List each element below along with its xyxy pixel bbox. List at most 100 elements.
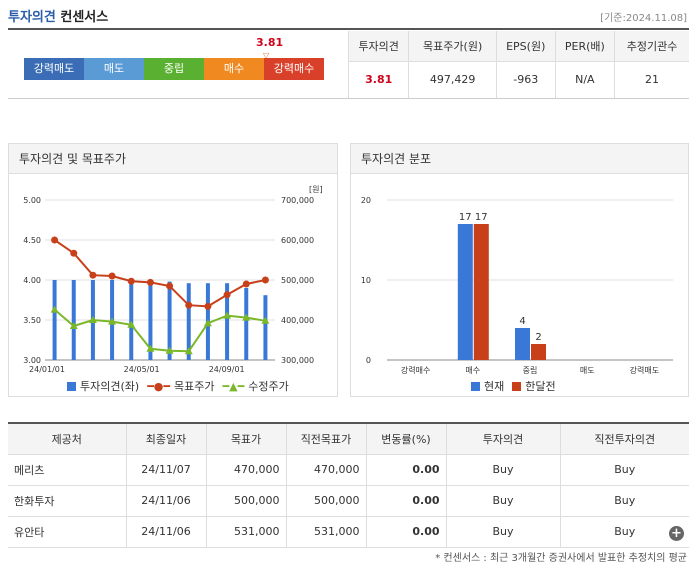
page-title: 투자의견 컨센서스 [8, 6, 108, 25]
y2-tick: 500,000 [281, 276, 314, 285]
point-target [185, 301, 193, 309]
bar-opinion [244, 288, 249, 360]
table-cell: 470,000 [205, 454, 286, 486]
bar-prev [473, 224, 489, 360]
y-tick: 20 [361, 196, 371, 205]
x-tick: 매도 [580, 366, 595, 375]
table-cell: Buy [559, 485, 689, 517]
x-tick: 매수 [465, 366, 480, 375]
table-cell: 한화투자 [8, 485, 126, 517]
y2-tick: 600,000 [281, 236, 314, 245]
top-divider [8, 28, 689, 30]
left-chart-title: 투자의견 및 목표주가 [9, 144, 337, 174]
data-label: 4 [519, 316, 525, 327]
bar-opinion [225, 283, 230, 360]
point-price [203, 319, 212, 327]
point-price [146, 344, 155, 352]
summary-header: EPS(원) [495, 31, 556, 62]
point-price [184, 347, 193, 355]
table-cell: 0.00 [365, 485, 446, 517]
data-label: 17 [459, 212, 472, 223]
y-tick: 0 [366, 356, 371, 365]
table-cell: 500,000 [285, 485, 366, 517]
summary-value: 3.81 [347, 61, 409, 98]
bar-prev [531, 344, 546, 360]
table-cell: 531,000 [205, 516, 286, 548]
scale-item-3: 매수 [204, 58, 264, 80]
summary-value: -963 [495, 61, 556, 98]
point-target [223, 291, 231, 299]
summary-header: 목표주가(원) [408, 31, 497, 62]
table-row: 한화투자 24/11/06 500,000 500,000 0.00 Buy Buy [8, 485, 689, 517]
table-cell: 24/11/06 [125, 516, 206, 548]
point-target [146, 278, 154, 286]
opinion-distribution-chart: 20 10 0 강력매수 매수 17 17 중립 42 매도 강력매도 [361, 196, 673, 375]
more-plus-icon[interactable]: + [669, 526, 684, 541]
right-chart-title: 투자의견 분포 [351, 144, 688, 174]
point-target [89, 271, 97, 279]
y-tick: 4.50 [23, 236, 41, 245]
summary-header: 추정기관수 [614, 31, 689, 62]
point-target [108, 272, 116, 280]
x-tick: 24/09/01 [209, 365, 245, 374]
legend-prev: 한달전 [512, 378, 556, 394]
point-price [261, 316, 270, 324]
x-tick: 강력매도 [630, 365, 659, 375]
provider-table: 제공처 최종일자 목표가 직전목표가 변동률(%) 투자의견 직전투자의견 메리츠 24/11… [8, 422, 689, 548]
table-cell: 531,000 [285, 516, 366, 548]
right-chart-panel: 투자의견 분포 20 10 0 강력매수 매수 17 17 중립 4 2 매도 강력매도 현재 한달전 [350, 143, 689, 397]
table-cell: 24/11/06 [125, 485, 206, 517]
bar-current [457, 224, 473, 360]
point-price [88, 316, 97, 323]
point-target [261, 276, 269, 284]
standard-date: [기준:2024.11.08] [600, 13, 687, 24]
table-cell: Buy [559, 454, 689, 486]
table-cell: Buy [445, 485, 560, 517]
table-cell: 0.00 [365, 516, 446, 548]
y-tick: 5.00 [23, 196, 41, 205]
summary-table: 투자의견 목표주가(원) EPS(원) PER(배) 추정기관수 3.81 497,429… [347, 31, 689, 98]
title-opinion: 투자의견 [8, 10, 56, 25]
table-header: 제공처 [8, 422, 126, 455]
legend-opinion: 투자의견(좌) [67, 378, 139, 394]
table-cell: 24/11/07 [125, 454, 206, 486]
point-target [70, 249, 78, 257]
legend-target: ━●━ 목표주가 [147, 379, 215, 394]
bar-opinion [129, 280, 134, 360]
x-tick: 중립 [523, 366, 538, 375]
table-cell: 470,000 [285, 454, 366, 486]
bar-opinion [167, 281, 172, 360]
y-tick: 3.50 [23, 316, 41, 325]
bar-opinion [186, 283, 191, 360]
right-chart-legend: 현재 한달전 [471, 378, 556, 394]
title-consensus: 컨센서스 [60, 10, 109, 25]
opinion-target-chart: [원] 5.00 700,000 4.50 600,000 4.00 500,000 3.50… [23, 185, 322, 374]
bar-opinion [148, 280, 153, 360]
point-target [127, 277, 135, 285]
line-price [53, 308, 266, 353]
left-chart-legend: 투자의견(좌) ━●━ 목표주가 ━▲━ 수정주가 [67, 378, 289, 394]
summary-divider [8, 98, 689, 99]
summary-value: 497,429 [408, 61, 497, 98]
scale-item-0: 강력매도 [24, 58, 84, 80]
table-cell: Buy [445, 516, 560, 548]
summary-value: N/A [554, 61, 615, 98]
point-target [204, 302, 212, 310]
summary-header: 투자의견 [347, 31, 409, 62]
table-row: 유안타 24/11/06 531,000 531,000 0.00 Buy Buy [8, 516, 689, 548]
table-header: 투자의견 [445, 422, 560, 455]
y2-tick: 400,000 [281, 316, 314, 325]
left-chart-panel: 투자의견 및 목표주가 [원] 5.00 700,000 4.50 600,000 4.0… [8, 143, 338, 397]
consensus-note: * 컨센서스 : 최근 3개월간 증권사에서 발표한 추정치의 평균 [435, 553, 687, 564]
y-tick: 3.00 [23, 356, 41, 365]
scale-item-1: 매도 [84, 58, 144, 80]
bar-opinion [263, 295, 268, 360]
table-row: 메리츠 24/11/07 470,000 470,000 0.00 Buy Buy [8, 454, 689, 486]
scale-marker-arrow-icon: ▽ [263, 51, 270, 60]
table-cell: 500,000 [205, 485, 286, 517]
table-header: 최종일자 [125, 422, 206, 455]
legend-current: 현재 [471, 378, 504, 394]
summary-value: 21 [614, 61, 689, 98]
point-price [69, 322, 78, 329]
table-cell: 메리츠 [8, 454, 126, 486]
